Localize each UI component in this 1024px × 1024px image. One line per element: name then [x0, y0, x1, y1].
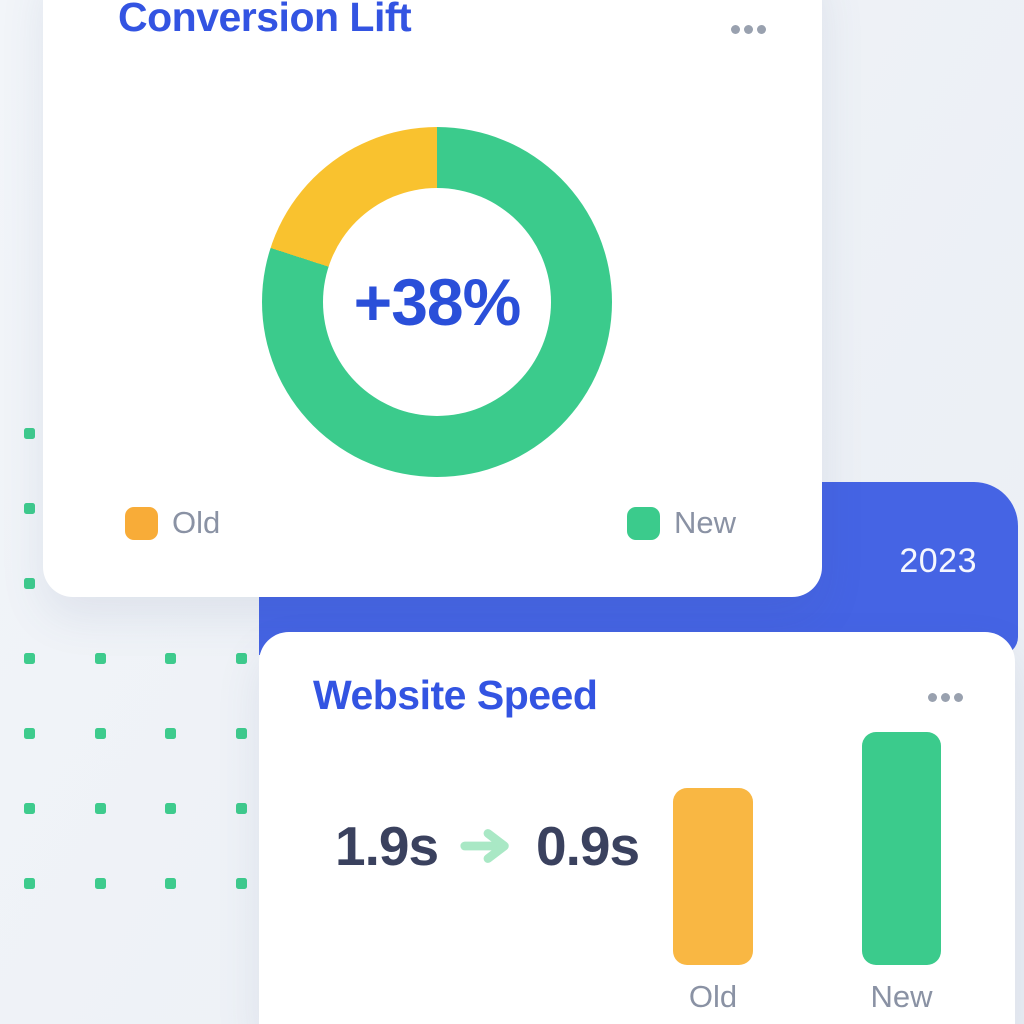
legend-item-old: Old: [125, 505, 220, 541]
new-color-swatch: [627, 506, 660, 540]
legend-label-new: New: [674, 505, 737, 540]
ellipsis-icon: [954, 693, 963, 702]
speed-metric: 1.9s 0.9s: [335, 814, 640, 878]
conversion-lift-card: Conversion Lift +38% Old New: [43, 0, 822, 597]
grid-dot: [236, 653, 247, 664]
old-color-swatch: [125, 506, 158, 540]
website-speed-card: Website Speed 1.9s 0.9s Old New: [259, 632, 1015, 1024]
grid-dot: [95, 878, 106, 889]
grid-dot: [95, 803, 106, 814]
more-options-button[interactable]: [924, 689, 967, 706]
grid-dot: [24, 428, 35, 439]
grid-dot: [24, 728, 35, 739]
grid-dot: [95, 653, 106, 664]
grid-dot: [236, 803, 247, 814]
grid-dot: [24, 803, 35, 814]
bar-new: [862, 732, 941, 965]
more-options-button[interactable]: [727, 21, 770, 38]
legend-label-old: Old: [172, 505, 221, 540]
grid-dot: [236, 878, 247, 889]
grid-dot: [24, 503, 35, 514]
grid-dot: [236, 728, 247, 739]
speed-card-title: Website Speed: [313, 672, 598, 718]
year-badge: 2023: [899, 542, 977, 580]
grid-dot: [165, 728, 176, 739]
conversion-donut-chart: +38%: [262, 127, 612, 477]
right-arrow-icon: [460, 829, 509, 863]
conversion-card-title: Conversion Lift: [118, 0, 412, 40]
ellipsis-icon: [941, 693, 950, 702]
ellipsis-icon: [731, 25, 740, 34]
bar-label-new: New: [870, 979, 933, 1014]
speed-before-value: 1.9s: [335, 815, 439, 877]
bar-old: [673, 788, 753, 965]
grid-dot: [165, 878, 176, 889]
speed-after-value: 0.9s: [536, 815, 640, 877]
ellipsis-icon: [928, 693, 937, 702]
grid-dot: [165, 803, 176, 814]
legend-item-new: New: [627, 505, 736, 541]
lift-value: +38%: [353, 265, 522, 339]
bar-label-old: Old: [688, 979, 738, 1014]
grid-dot: [24, 578, 35, 589]
grid-dot: [24, 878, 35, 889]
ellipsis-icon: [744, 25, 753, 34]
grid-dot: [95, 728, 106, 739]
ellipsis-icon: [757, 25, 766, 34]
grid-dot: [24, 653, 35, 664]
grid-dot: [165, 653, 176, 664]
donut-hole: +38%: [323, 188, 551, 416]
